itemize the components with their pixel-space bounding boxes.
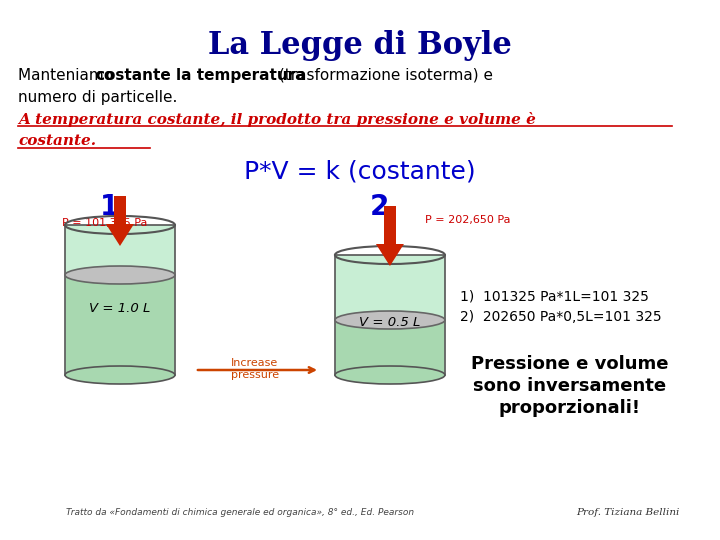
Text: proporzionali!: proporzionali! xyxy=(499,399,641,417)
Bar xyxy=(114,196,126,224)
Text: V = 0.5 L: V = 0.5 L xyxy=(359,316,420,329)
Text: P = 202,650 Pa: P = 202,650 Pa xyxy=(425,215,510,225)
Text: P = 101,325 Pa: P = 101,325 Pa xyxy=(63,218,148,228)
Text: La Legge di Boyle: La Legge di Boyle xyxy=(208,30,512,61)
Text: numero di particelle.: numero di particelle. xyxy=(18,90,177,105)
Text: Manteniamo: Manteniamo xyxy=(18,68,118,83)
Text: V = 1.0 L: V = 1.0 L xyxy=(89,301,150,314)
Text: Increase
pressure: Increase pressure xyxy=(231,358,279,380)
Polygon shape xyxy=(376,244,404,266)
Text: 1: 1 xyxy=(100,193,120,221)
Polygon shape xyxy=(106,224,134,246)
Text: A temperatura costante, il prodotto tra pressione e volume è: A temperatura costante, il prodotto tra … xyxy=(18,112,536,127)
Ellipse shape xyxy=(335,311,445,329)
Bar xyxy=(336,319,444,374)
Text: Tratto da «Fondamenti di chimica generale ed organica», 8° ed., Ed. Pearson: Tratto da «Fondamenti di chimica general… xyxy=(66,508,414,517)
Bar xyxy=(66,274,174,374)
Text: 2)  202650 Pa*0,5L=101 325: 2) 202650 Pa*0,5L=101 325 xyxy=(460,310,662,324)
Ellipse shape xyxy=(335,366,445,384)
Bar xyxy=(335,255,445,375)
Text: Pressione e volume: Pressione e volume xyxy=(471,355,669,373)
Text: P*V = k (costante): P*V = k (costante) xyxy=(244,160,476,184)
Bar xyxy=(384,206,396,244)
Bar xyxy=(65,225,175,375)
Text: sono inversamente: sono inversamente xyxy=(473,377,667,395)
Text: costante la temperatura: costante la temperatura xyxy=(96,68,305,83)
Text: 1)  101325 Pa*1L=101 325: 1) 101325 Pa*1L=101 325 xyxy=(460,290,649,304)
Text: (trasformazione isoterma) e: (trasformazione isoterma) e xyxy=(274,68,493,83)
Ellipse shape xyxy=(65,266,175,284)
Text: costante.: costante. xyxy=(18,134,96,148)
Text: 2: 2 xyxy=(370,193,390,221)
Ellipse shape xyxy=(65,366,175,384)
Text: Prof. Tiziana Bellini: Prof. Tiziana Bellini xyxy=(577,508,680,517)
